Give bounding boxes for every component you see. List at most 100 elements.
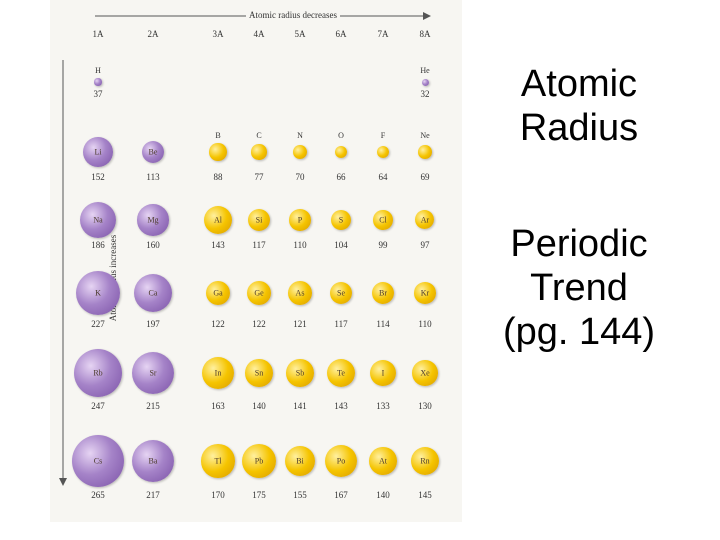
symbol-cl: Cl	[379, 215, 387, 225]
symbol-te: Te	[337, 368, 345, 378]
symbol-s: S	[338, 215, 344, 225]
radius-sb: 141	[293, 401, 307, 411]
atom-n	[293, 145, 307, 159]
symbol-pb: Pb	[254, 456, 264, 466]
atom-at	[369, 447, 397, 475]
atom-kr	[414, 282, 436, 304]
atom-bi	[284, 445, 316, 477]
atom-i	[369, 359, 397, 387]
radius-sn: 140	[252, 401, 266, 411]
symbol-kr: Kr	[420, 288, 430, 298]
radius-o: 66	[336, 172, 346, 182]
radius-na: 186	[91, 240, 105, 250]
group-label-8a: 8A	[419, 29, 431, 39]
slide-title: Atomic Radius	[474, 62, 684, 150]
atom-po	[324, 444, 358, 478]
symbol-o: O	[338, 131, 344, 140]
atom-li	[83, 137, 113, 167]
radius-mg: 160	[146, 240, 160, 250]
radius-tl: 170	[211, 490, 225, 500]
group-label-3a: 3A	[212, 29, 224, 39]
subtitle-line-3: (pg. 144)	[502, 311, 656, 353]
top-arrow-label: Atomic radius decreases	[246, 10, 340, 20]
radius-ar: 97	[420, 240, 430, 250]
symbol-ne: Ne	[420, 131, 430, 140]
title-line-1: Atomic	[520, 63, 638, 105]
symbol-rb: Rb	[93, 368, 103, 378]
radius-i: 133	[376, 401, 390, 411]
symbol-cs: Cs	[93, 456, 103, 466]
group-label-2a: 2A	[147, 29, 159, 39]
radius-te: 143	[334, 401, 348, 411]
symbol-sn: Sn	[254, 368, 264, 378]
symbol-ba: Ba	[148, 456, 158, 466]
atom-se	[329, 281, 353, 305]
atom-ga	[206, 281, 230, 305]
atom-al	[203, 205, 232, 234]
radius-kr: 110	[418, 319, 432, 329]
atom-he	[421, 78, 429, 86]
radius-ba: 217	[146, 490, 160, 500]
atom-mg	[137, 204, 169, 236]
atom-in	[202, 357, 234, 389]
slide-subtitle: Periodic Trend (pg. 144)	[474, 222, 684, 354]
radius-be: 113	[146, 172, 160, 182]
symbol-as: As	[295, 288, 305, 298]
atom-ge	[247, 281, 271, 305]
radius-he: 32	[420, 89, 430, 99]
radius-p: 110	[293, 240, 307, 250]
atom-be	[141, 140, 165, 164]
radius-xe: 130	[418, 401, 432, 411]
symbol-tl: Tl	[214, 456, 222, 466]
radius-se: 117	[334, 319, 348, 329]
symbol-li: Li	[94, 147, 102, 157]
symbol-at: At	[379, 456, 387, 466]
periodic-radius-figure: Atomic radius decreases Atomic radius in…	[50, 0, 462, 522]
atom-as	[288, 281, 312, 305]
atom-p	[289, 209, 311, 231]
symbol-f: F	[380, 131, 386, 140]
atom-sn	[245, 359, 273, 387]
symbol-be: Be	[148, 147, 158, 157]
atom-rn	[410, 446, 440, 476]
symbol-k: K	[95, 288, 101, 298]
symbol-bi: Bi	[296, 456, 304, 466]
radius-ga: 122	[211, 319, 225, 329]
atom-ar	[415, 210, 435, 230]
atom-sb	[286, 359, 314, 387]
radius-ge: 122	[252, 319, 266, 329]
symbol-mg: Mg	[147, 215, 159, 225]
symbol-n: N	[297, 131, 303, 140]
atom-ba	[131, 439, 175, 483]
atom-h	[94, 78, 102, 86]
atom-na	[79, 201, 117, 239]
symbol-xe: Xe	[420, 368, 430, 378]
symbol-br: Br	[379, 288, 387, 298]
atom-ca	[133, 273, 173, 313]
radius-po: 167	[334, 490, 348, 500]
radius-ne: 69	[420, 172, 430, 182]
group-label-5a: 5A	[294, 29, 306, 39]
symbol-se: Se	[337, 288, 345, 298]
atom-sr	[131, 351, 175, 395]
symbol-he: He	[420, 66, 430, 75]
symbol-si: Si	[255, 215, 263, 225]
radius-bi: 155	[293, 490, 307, 500]
symbol-p: P	[297, 215, 303, 225]
atom-br	[371, 281, 395, 305]
radius-cs: 265	[91, 490, 105, 500]
group-label-4a: 4A	[253, 29, 265, 39]
atom-te	[326, 358, 355, 387]
symbol-h: H	[95, 66, 101, 75]
radius-si: 117	[252, 240, 266, 250]
radius-li: 152	[91, 172, 105, 182]
symbol-ca: Ca	[148, 288, 158, 298]
symbol-ar: Ar	[420, 215, 430, 225]
atom-o	[334, 145, 348, 159]
symbol-in: In	[214, 368, 222, 378]
atom-s	[330, 209, 352, 231]
atom-pb	[241, 443, 277, 479]
symbol-sb: Sb	[295, 368, 305, 378]
atom-cl	[373, 210, 393, 230]
radius-n: 70	[295, 172, 305, 182]
